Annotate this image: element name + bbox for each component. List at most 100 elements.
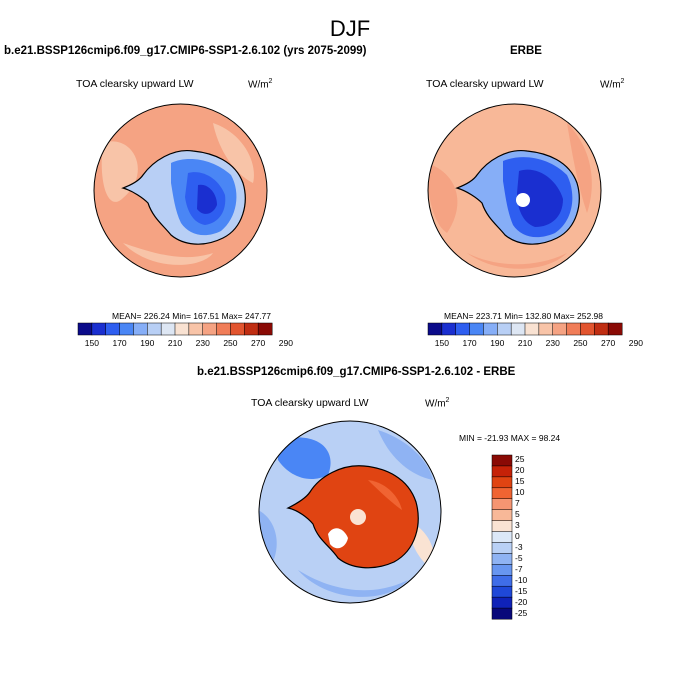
- diff-panel-title: b.e21.BSSP126cmip6.f09_g17.CMIP6-SSP1-2.…: [197, 366, 516, 378]
- obs-polar-map: [427, 103, 602, 278]
- colorbar-box: [77, 322, 93, 336]
- colorbar-box: [216, 322, 231, 336]
- colorbar-box: [147, 322, 162, 336]
- colorbar-box: [119, 322, 134, 336]
- colorbar-tick-label: -3: [515, 541, 523, 552]
- colorbar-box: [244, 322, 259, 336]
- ice-core: [197, 184, 217, 214]
- colorbar-tick-label: 25: [515, 454, 525, 465]
- colorbar-tick-label: 270: [601, 338, 616, 348]
- colorbar-box: [257, 322, 273, 336]
- obs-colorbar: [427, 322, 623, 336]
- colorbar-tick-label: 230: [545, 338, 560, 348]
- colorbar-tick-label: 20: [515, 465, 525, 476]
- colorbar-tick-label: 3: [515, 520, 520, 531]
- colorbar-box: [580, 322, 595, 336]
- colorbar-tick-label: -15: [515, 585, 528, 596]
- colorbar-box: [510, 322, 526, 336]
- colorbar-tick-label: 170: [112, 338, 127, 348]
- colorbar-box: [91, 322, 107, 336]
- colorbar-box: [188, 322, 204, 336]
- colorbar-box: [202, 322, 218, 336]
- colorbar-tick-label: 0: [515, 531, 520, 541]
- colorbar-box: [491, 476, 513, 489]
- colorbar-box: [441, 322, 457, 336]
- map-border: [93, 103, 268, 278]
- model-stats: MEAN= 226.24 Min= 167.51 Max= 247.77: [112, 311, 272, 321]
- colorbar-tick-label: -25: [515, 607, 528, 618]
- colorbar-tick-label: 230: [195, 338, 210, 348]
- colorbar-box: [491, 564, 513, 576]
- colorbar-tick-label: 170: [462, 338, 477, 348]
- model-variable-label: TOA clearsky upward LW: [76, 78, 194, 90]
- colorbar-tick-label: 10: [515, 487, 525, 498]
- colorbar-tick-label: 5: [515, 509, 520, 520]
- colorbar-box: [427, 322, 443, 336]
- obs-panel-title: ERBE: [510, 45, 542, 57]
- pole-missing-data: [516, 193, 530, 207]
- colorbar-tick-label: -7: [515, 563, 523, 574]
- colorbar-box: [491, 454, 513, 467]
- colorbar-tick-label: 290: [278, 338, 293, 348]
- colorbar-box: [491, 465, 513, 478]
- colorbar-box: [133, 322, 148, 336]
- diff-units: W/m2: [425, 397, 450, 410]
- colorbar-box: [491, 531, 513, 543]
- colorbar-box: [524, 322, 540, 336]
- colorbar-box: [491, 487, 513, 500]
- colorbar-tick-label: 190: [140, 338, 155, 348]
- colorbar-tick-label: 250: [223, 338, 238, 348]
- diff-colorbar: [491, 454, 513, 620]
- colorbar-box: [552, 322, 568, 336]
- colorbar-box: [491, 585, 513, 598]
- colorbar-tick-label: 150: [84, 338, 99, 348]
- colorbar-tick-label: -5: [515, 552, 523, 563]
- model-panel-title: b.e21.BSSP126cmip6.f09_g17.CMIP6-SSP1-2.…: [4, 45, 367, 57]
- colorbar-tick-label: 150: [434, 338, 449, 348]
- colorbar-box: [469, 322, 484, 336]
- model-units: W/m2: [248, 78, 273, 91]
- model-colorbar-labels: 150 170 190 210 230 250 270 290: [78, 338, 293, 350]
- colorbar-box: [491, 596, 513, 609]
- colorbar-box: [483, 322, 498, 336]
- diff-polar-map: [258, 420, 442, 604]
- diff-stats: MIN = -21.93 MAX = 98.24: [459, 433, 561, 443]
- colorbar-tick-label: 15: [515, 476, 525, 487]
- colorbar-box: [230, 322, 245, 336]
- colorbar-box: [491, 553, 513, 565]
- colorbar-tick-label: 210: [167, 338, 183, 348]
- colorbar-box: [491, 498, 513, 511]
- colorbar-tick-label: 210: [517, 338, 533, 348]
- colorbar-box: [174, 322, 190, 336]
- obs-colorbar-labels: 150 170 190 210 230 250 270 290: [428, 338, 643, 350]
- colorbar-box: [491, 509, 513, 522]
- obs-variable-label: TOA clearsky upward LW: [426, 78, 544, 90]
- colorbar-tick-label: -20: [515, 596, 528, 607]
- colorbar-tick-label: 270: [251, 338, 266, 348]
- figure-title: DJF: [329, 16, 371, 41]
- colorbar-tick-label: 290: [628, 338, 643, 348]
- obs-units: W/m2: [600, 78, 625, 91]
- model-colorbar: [77, 322, 273, 336]
- colorbar-box: [455, 322, 471, 336]
- pole-pale: [350, 509, 366, 525]
- colorbar-tick-label: -10: [515, 574, 528, 585]
- diff-variable-label: TOA clearsky upward LW: [251, 397, 369, 409]
- ice-shelf-missing: [328, 528, 348, 549]
- colorbar-tick-label: 7: [515, 498, 520, 509]
- colorbar-box: [491, 542, 513, 554]
- colorbar-box: [594, 322, 609, 336]
- colorbar-box: [607, 322, 623, 336]
- colorbar-box: [491, 607, 513, 620]
- colorbar-box: [497, 322, 512, 336]
- colorbar-box: [491, 520, 513, 532]
- obs-stats: MEAN= 223.71 Min= 132.80 Max= 252.98: [444, 311, 604, 321]
- diff-colorbar-labels: 25 20 15 10 7 5 3 0 -3 -5 -7 -10 -15 -20 -25: [515, 454, 555, 619]
- colorbar-box: [491, 575, 513, 587]
- map-border: [427, 103, 602, 278]
- colorbar-box: [160, 322, 176, 336]
- colorbar-box: [538, 322, 554, 336]
- colorbar-tick-label: 250: [573, 338, 588, 348]
- diff-cool-anomaly: [278, 437, 331, 480]
- model-polar-map: [93, 103, 268, 278]
